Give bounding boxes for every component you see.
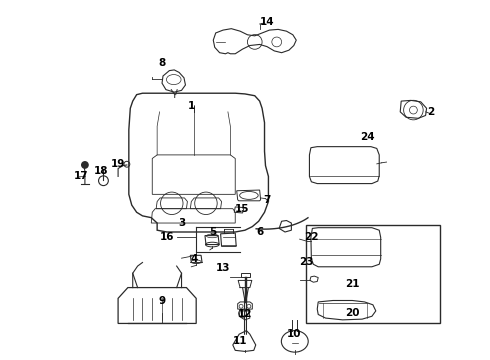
- Text: 10: 10: [287, 329, 301, 339]
- Circle shape: [81, 161, 89, 169]
- Text: 3: 3: [178, 218, 185, 228]
- Text: 12: 12: [238, 310, 252, 319]
- Text: 7: 7: [263, 195, 270, 205]
- Text: 24: 24: [360, 132, 374, 142]
- Text: 14: 14: [260, 17, 274, 27]
- Text: 15: 15: [235, 204, 250, 214]
- Text: 9: 9: [158, 296, 166, 306]
- Text: 4: 4: [190, 254, 197, 264]
- Text: 5: 5: [210, 227, 217, 237]
- Text: 13: 13: [216, 263, 230, 273]
- Text: 23: 23: [299, 257, 313, 267]
- Text: 20: 20: [345, 308, 360, 318]
- Text: 1: 1: [188, 102, 195, 112]
- Text: 11: 11: [233, 336, 247, 346]
- Text: 21: 21: [345, 279, 360, 289]
- Text: 8: 8: [158, 58, 166, 68]
- Text: 16: 16: [160, 232, 174, 242]
- Text: 2: 2: [427, 107, 434, 117]
- Text: 17: 17: [74, 171, 89, 181]
- Text: 6: 6: [256, 227, 263, 237]
- Text: 18: 18: [94, 166, 108, 176]
- Text: 22: 22: [304, 232, 318, 242]
- Text: 19: 19: [111, 159, 125, 169]
